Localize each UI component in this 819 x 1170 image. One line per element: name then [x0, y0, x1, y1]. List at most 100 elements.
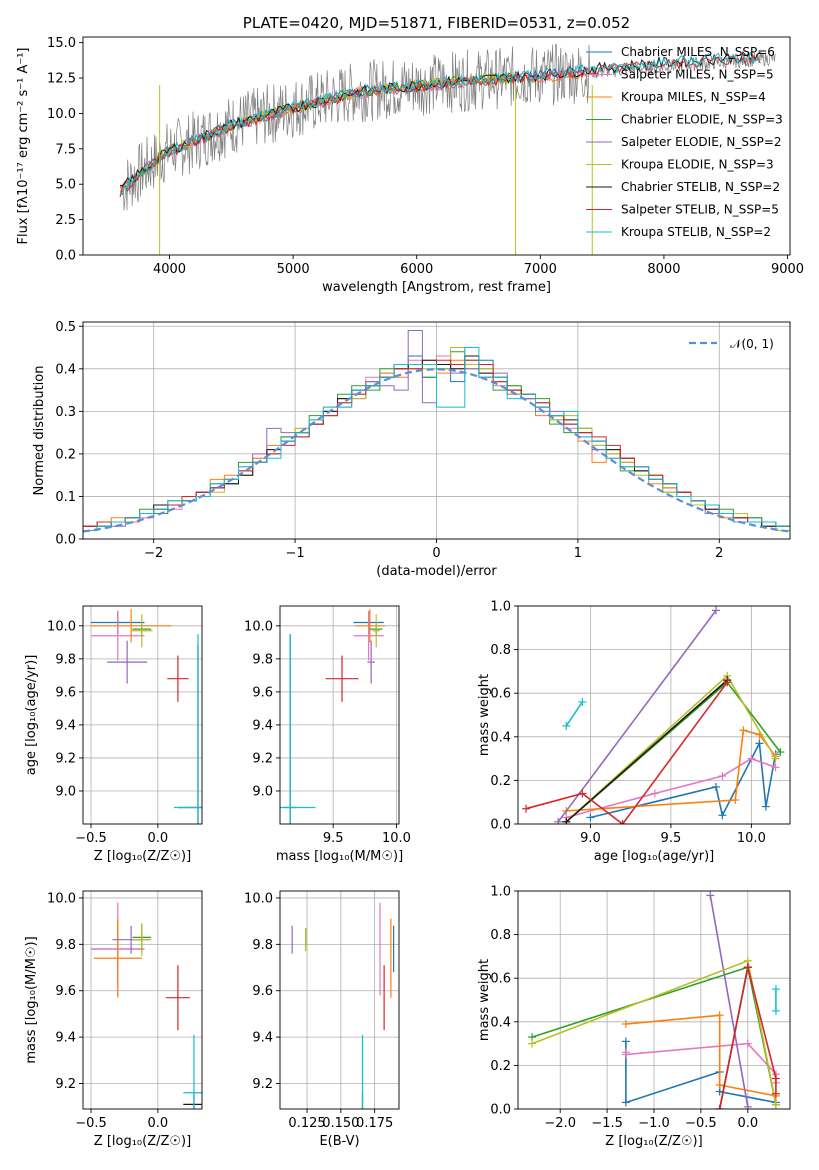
y-tick-label: 15.0 [47, 36, 76, 51]
legend-label: Kroupa MILES, N_SSP=4 [621, 90, 766, 104]
y-axis-label: mass [log₁₀(M/M☉)] [24, 936, 39, 1063]
legend-label: Salpeter STELIB, N_SSP=5 [621, 203, 779, 217]
weight-line [590, 740, 777, 819]
x-axis-label: wavelength [Angstrom, rest frame] [322, 280, 551, 295]
y-tick-label: 7.5 [55, 142, 76, 157]
panel-residuals: −2 −1 0 1 2 0.0 0.1 0.2 0.3 0.4 0.5 (data-model)/er… [32, 320, 791, 579]
plot-area [280, 609, 386, 824]
axes-frame [82, 605, 203, 825]
legend-label: Salpeter ELODIE, N_SSP=2 [621, 135, 782, 149]
y-tick-label: 9.6 [252, 685, 273, 700]
x-tick-label: 9.0 [580, 831, 601, 846]
normal-distribution-curve [83, 368, 790, 533]
y-tick-label: 0.2 [490, 1059, 511, 1074]
plot-area [291, 902, 395, 1109]
y-axis-label: age [log₁₀(age/yr)] [24, 655, 39, 776]
x-tick-label: 0.125 [288, 1116, 325, 1131]
axes-frame [82, 321, 791, 540]
x-tick-label: 9000 [771, 262, 804, 277]
legend-label: Salpeter MILES, N_SSP=5 [621, 68, 774, 82]
y-tick-label: 0.8 [490, 643, 511, 658]
x-tick-label: −1.0 [638, 1116, 670, 1131]
x-tick-label: 10.0 [382, 831, 411, 846]
legend-label: 𝒩(0, 1) [730, 337, 774, 351]
y-tick-label: 0.0 [490, 818, 511, 833]
axes-frame [82, 890, 203, 1110]
x-tick-label: −1.5 [591, 1116, 623, 1131]
plot-area [119, 43, 776, 255]
y-tick-label: 0.4 [490, 730, 511, 745]
panel-mass-age: 9.5 10.0 9.0 9.2 9.4 9.6 9.8 10.0 mass [log₁₀(M/… [244, 605, 411, 864]
y-tick-label: 9.2 [55, 751, 76, 766]
x-axis-label: mass [log₁₀(M/M☉)] [276, 849, 403, 864]
weight-line [565, 679, 728, 823]
x-tick-label: −0.5 [75, 1116, 107, 1131]
x-tick-label: 0.0 [737, 1116, 758, 1131]
plot-area [83, 330, 790, 539]
panel-spectrum: 4000 5000 6000 7000 8000 9000 0.0 2.5 5.0 7.5 10.0… [16, 14, 804, 295]
plot-area [528, 891, 780, 1109]
y-tick-label: 9.6 [55, 685, 76, 700]
y-tick-label: 1.0 [490, 600, 511, 615]
x-axis-label: (data-model)/error [376, 564, 497, 579]
legend-label: Chabrier MILES, N_SSP=6 [621, 45, 775, 59]
weight-line [709, 895, 749, 1107]
x-tick-label: 4000 [153, 262, 186, 277]
y-tick-label: 0.1 [55, 490, 76, 505]
x-tick-label: −2.0 [544, 1116, 576, 1131]
x-tick-label: 0.0 [148, 1116, 169, 1131]
y-tick-label: 0.8 [490, 928, 511, 943]
y-tick-label: 0.6 [490, 972, 511, 987]
y-tick-label: 9.0 [55, 784, 76, 799]
chart-title: PLATE=0420, MJD=51871, FIBERID=0531, z=0… [243, 14, 630, 32]
weight-line [625, 1014, 777, 1097]
weight-line [557, 609, 717, 823]
y-tick-label: 0.2 [490, 774, 511, 789]
x-axis-label: age [log₁₀(age/yr)] [594, 849, 715, 864]
y-tick-label: 5.0 [55, 178, 76, 193]
y-tick-label: 2.5 [55, 213, 76, 228]
y-axis-label: mass weight [477, 674, 492, 756]
axes-frame [517, 890, 791, 1110]
y-tick-label: 0.6 [490, 687, 511, 702]
y-tick-label: 9.6 [55, 984, 76, 999]
y-tick-label: 10.0 [47, 891, 76, 906]
axes-frame [517, 605, 791, 825]
y-tick-label: 9.4 [252, 1031, 273, 1046]
x-axis-label: Z [log₁₀(Z/Z☉)] [605, 1134, 702, 1149]
plot-area [91, 609, 202, 824]
y-axis-label: mass weight [477, 959, 492, 1041]
x-tick-label: 1 [574, 546, 582, 561]
y-axis-label: Normed distribution [32, 366, 47, 496]
observed-spectrum-line [122, 43, 776, 211]
x-tick-label: 2 [715, 546, 723, 561]
x-tick-label: 6000 [400, 262, 433, 277]
x-tick-label: 9.5 [661, 831, 682, 846]
y-tick-label: 9.0 [252, 784, 273, 799]
y-tick-label: 9.8 [55, 652, 76, 667]
panel-z-age: −0.5 0.0 9.0 9.2 9.4 9.6 9.8 10.0 Z [log₁₀(Z/Z☉)… [24, 605, 203, 864]
x-tick-label: −0.5 [685, 1116, 717, 1131]
x-tick-label: 5000 [277, 262, 310, 277]
x-tick-label: 10.0 [737, 831, 766, 846]
axes-frame [279, 890, 400, 1110]
y-tick-label: 9.4 [55, 1031, 76, 1046]
y-tick-label: 0.0 [490, 1103, 511, 1118]
x-tick-label: 0 [432, 546, 440, 561]
y-axis-label: Flux [fλ10⁻¹⁷ erg cm⁻² s⁻¹ A⁻¹] [16, 48, 31, 245]
y-tick-label: 10.0 [47, 619, 76, 634]
y-tick-label: 1.0 [490, 885, 511, 900]
x-tick-label: 0.175 [356, 1116, 393, 1131]
residual-histogram [83, 347, 790, 539]
y-tick-label: 9.2 [55, 1077, 76, 1092]
legend-label: Kroupa STELIB, N_SSP=2 [621, 225, 771, 239]
panel-z-mass: −0.5 0.0 9.2 9.4 9.6 9.8 10.0 Z [log₁₀(Z/Z☉)] ma… [24, 890, 203, 1149]
legend-label: Chabrier STELIB, N_SSP=2 [621, 180, 780, 194]
y-tick-label: 0.4 [55, 362, 76, 377]
y-tick-label: 0.0 [55, 249, 76, 264]
weight-line [565, 701, 584, 727]
y-tick-label: 9.8 [252, 938, 273, 953]
plot-area [91, 902, 202, 1109]
